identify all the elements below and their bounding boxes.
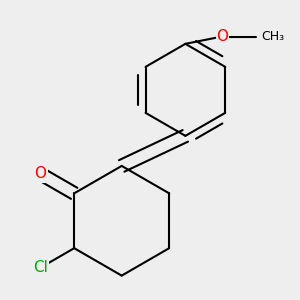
Text: Cl: Cl [33, 260, 48, 275]
Text: O: O [34, 167, 46, 182]
Text: O: O [217, 29, 229, 44]
Text: CH₃: CH₃ [262, 30, 285, 43]
